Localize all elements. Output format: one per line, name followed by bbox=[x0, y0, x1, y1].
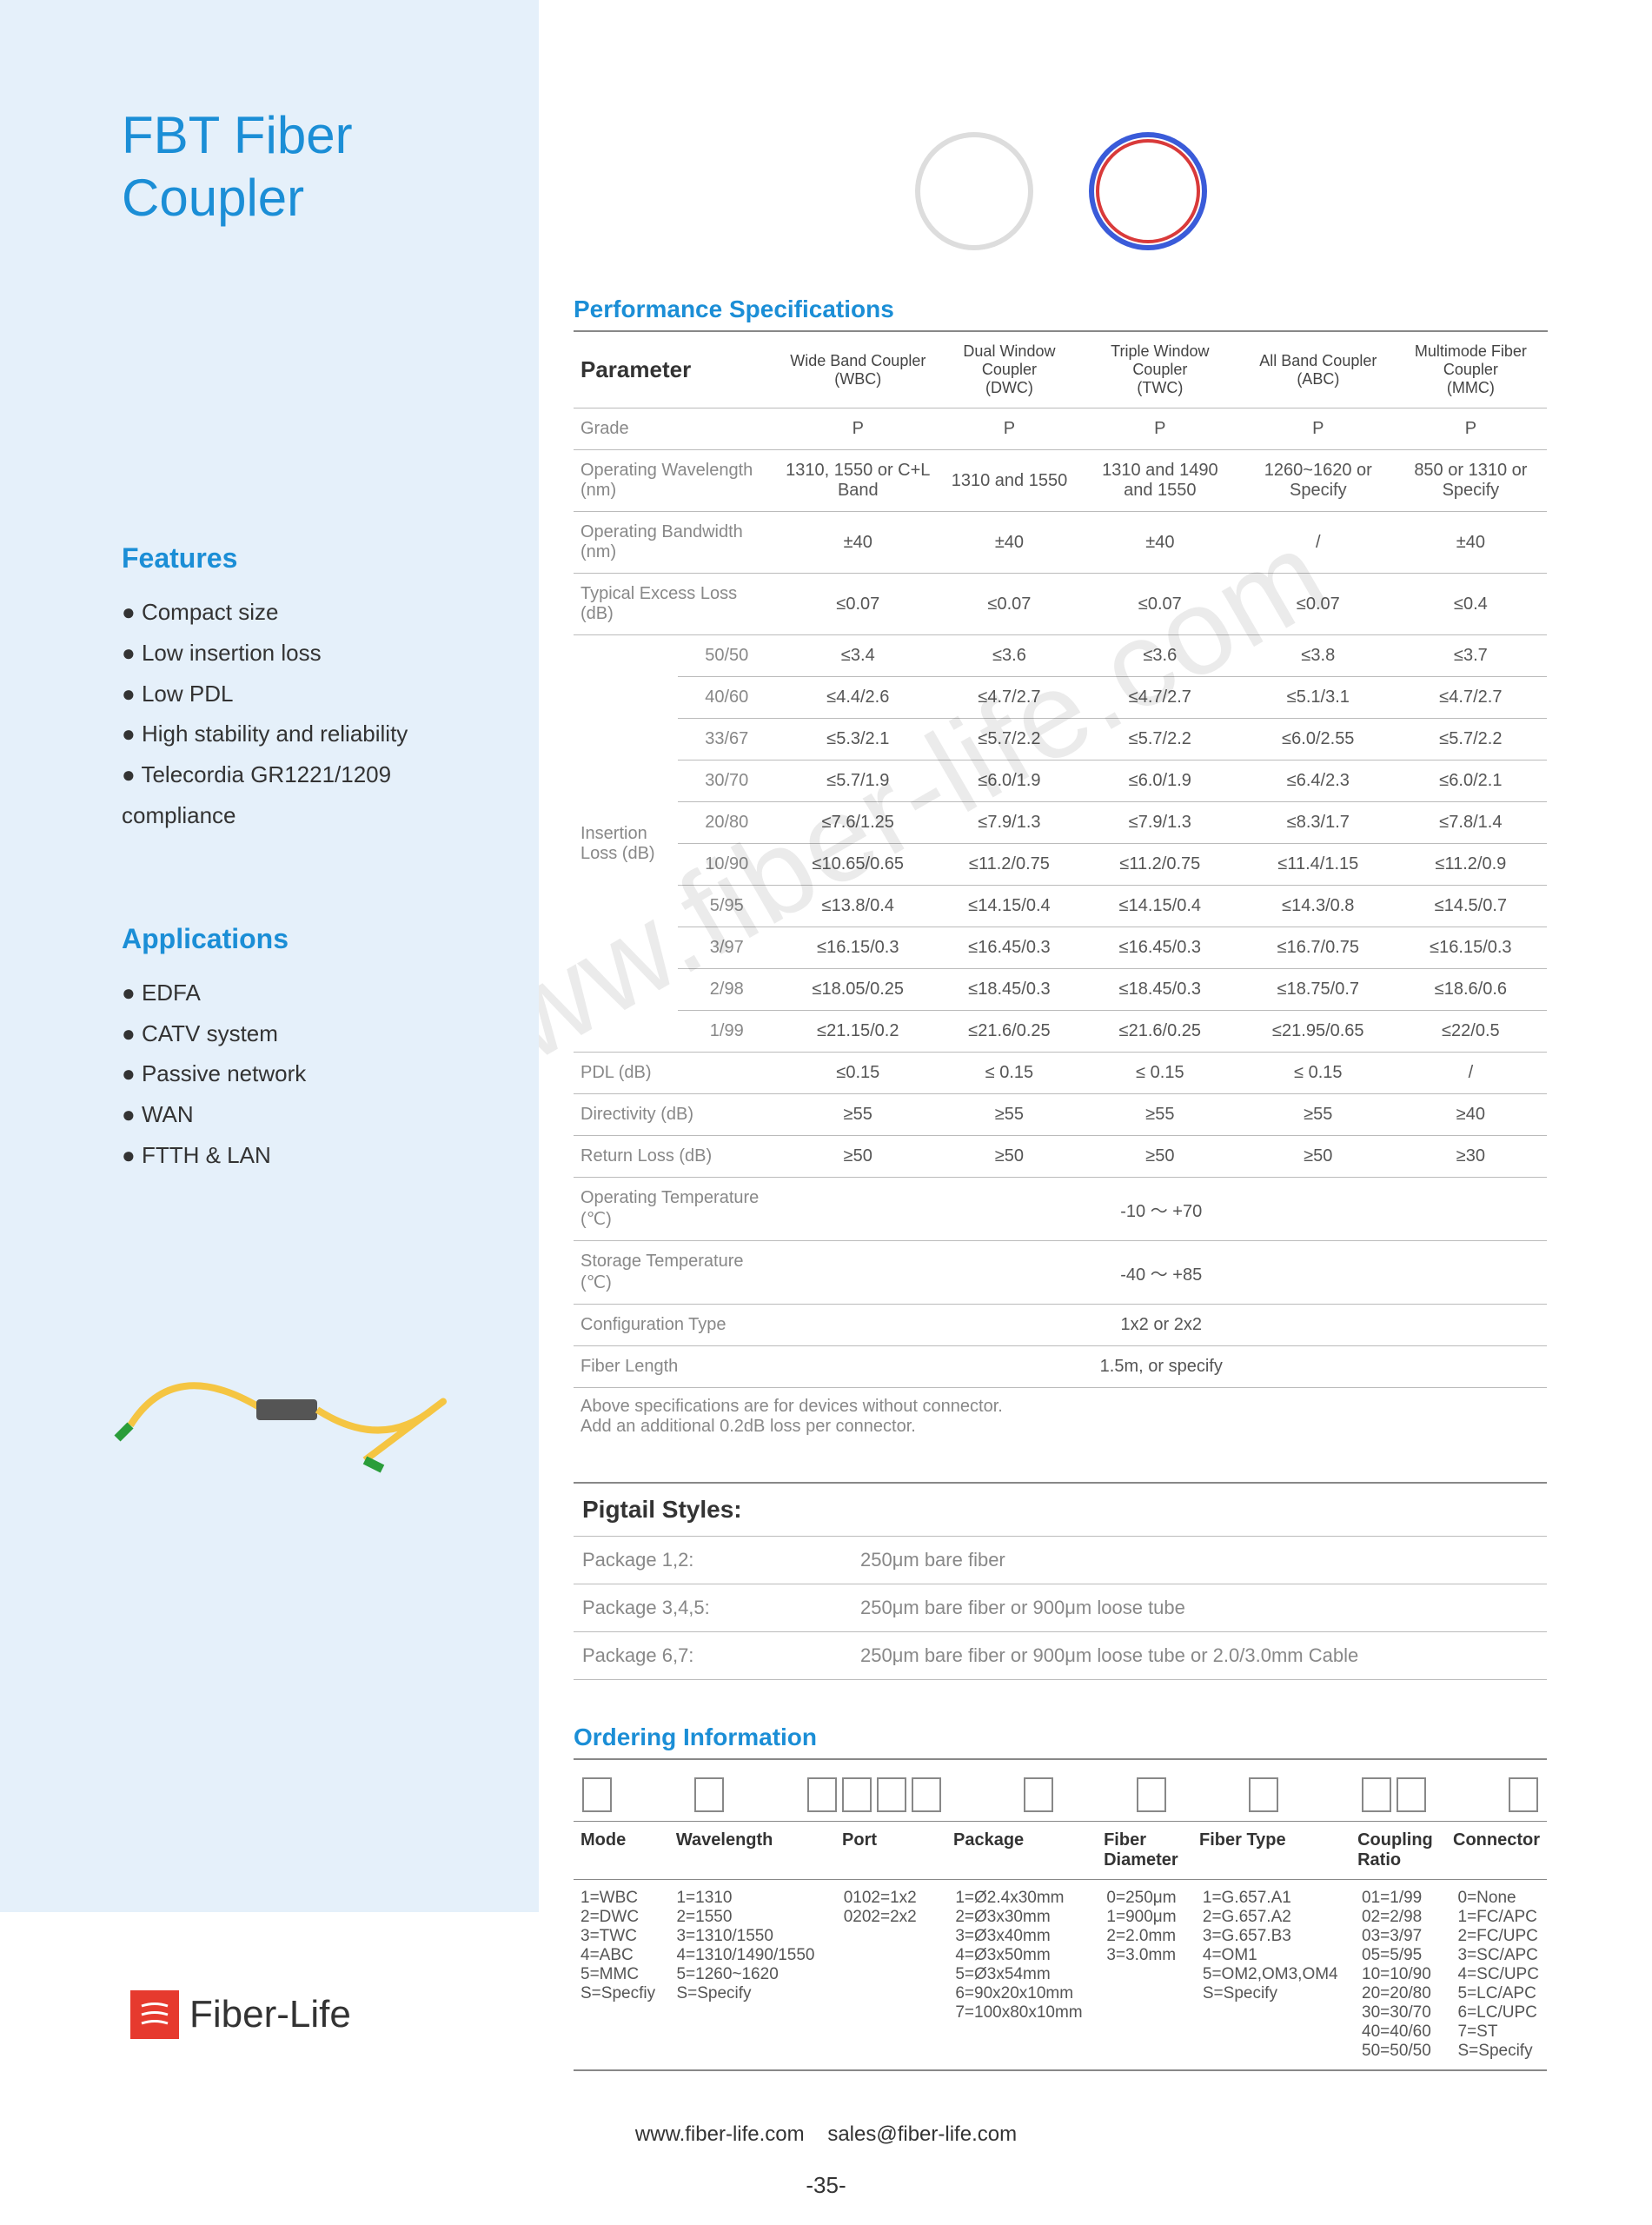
pigtail-section: Pigtail Styles: Package 1,2:250μm bare f… bbox=[574, 1482, 1547, 1680]
logo: Fiber-Life bbox=[130, 1990, 351, 2039]
table-row: 10/90≤10.65/0.65≤11.2/0.75≤11.2/0.75≤11.… bbox=[574, 844, 1547, 886]
order-body-row: 1=WBC 2=DWC 3=TWC 4=ABC 5=MMC S=Specfiy … bbox=[574, 1880, 1547, 2071]
list-item: Passive network bbox=[122, 1053, 487, 1094]
footer: www.fiber-life.com sales@fiber-life.com bbox=[0, 2122, 1652, 2147]
table-row: 40/60≤4.4/2.6≤4.7/2.7≤4.7/2.7≤5.1/3.1≤4.… bbox=[574, 677, 1547, 719]
table-row: Package 3,4,5:250μm bare fiber or 900μm … bbox=[574, 1584, 1547, 1632]
order-header-row: ModeWavelengthPortPackageFiber DiameterF… bbox=[574, 1821, 1547, 1880]
table-row: Operating Temperature (℃)-10 ～ +70 bbox=[574, 1178, 1547, 1241]
coupler-ring-icon bbox=[1078, 122, 1217, 261]
page-number: -35- bbox=[0, 2172, 1652, 2199]
performance-heading: Performance Specifications bbox=[574, 296, 1548, 332]
list-item: CATV system bbox=[122, 1013, 487, 1054]
table-row: Operating Wavelength (nm)1310, 1550 or C… bbox=[574, 450, 1547, 512]
table-row: 2/98≤18.05/0.25≤18.45/0.3≤18.45/0.3≤18.7… bbox=[574, 969, 1547, 1011]
applications-list: EDFA CATV system Passive network WAN FTT… bbox=[122, 973, 487, 1176]
ordering-heading: Ordering Information bbox=[574, 1724, 1547, 1758]
table-row: PDL (dB)≤0.15≤ 0.15≤ 0.15≤ 0.15/ bbox=[574, 1053, 1547, 1094]
list-item: EDFA bbox=[122, 973, 487, 1013]
list-item: WAN bbox=[122, 1094, 487, 1135]
table-row: Directivity (dB)≥55≥55≥55≥55≥40 bbox=[574, 1094, 1547, 1136]
logo-text: Fiber-Life bbox=[189, 1993, 351, 2036]
table-row: Package 6,7:250μm bare fiber or 900μm lo… bbox=[574, 1632, 1547, 1680]
product-image bbox=[104, 1338, 487, 1478]
col-header: Dual Window Coupler(DWC) bbox=[940, 332, 1078, 408]
list-item: Low insertion loss bbox=[122, 633, 487, 674]
features-heading: Features bbox=[122, 542, 487, 575]
list-item: Compact size bbox=[122, 592, 487, 633]
table-row: Configuration Type1x2 or 2x2 bbox=[574, 1305, 1547, 1346]
table-row: 33/67≤5.3/2.1≤5.7/2.2≤5.7/2.2≤6.0/2.55≤5… bbox=[574, 719, 1547, 760]
col-header: Triple Window Coupler(TWC) bbox=[1078, 332, 1242, 408]
table-row: Return Loss (dB)≥50≥50≥50≥50≥30 bbox=[574, 1136, 1547, 1178]
spec-note: Above specifications are for devices wit… bbox=[574, 1388, 1547, 1448]
table-row: Package 1,2:250μm bare fiber bbox=[574, 1537, 1547, 1584]
list-item: Telecordia GR1221/1209 compliance bbox=[122, 754, 487, 836]
page-title: FBT Fiber Coupler bbox=[122, 104, 487, 229]
order-code-boxes bbox=[574, 1758, 1547, 1821]
table-row: 20/80≤7.6/1.25≤7.9/1.3≤7.9/1.3≤8.3/1.7≤7… bbox=[574, 802, 1547, 844]
spec-table: Parameter Wide Band Coupler(WBC) Dual Wi… bbox=[574, 332, 1547, 1447]
sidebar: FBT Fiber Coupler Features Compact size … bbox=[0, 0, 539, 1912]
list-item: High stability and reliability bbox=[122, 714, 487, 754]
col-header: Wide Band Coupler(WBC) bbox=[776, 332, 941, 408]
features-list: Compact size Low insertion loss Low PDL … bbox=[122, 592, 487, 836]
applications-heading: Applications bbox=[122, 923, 487, 955]
parameter-header: Parameter bbox=[574, 332, 776, 408]
pigtail-heading: Pigtail Styles: bbox=[574, 1482, 1547, 1537]
list-item: Low PDL bbox=[122, 674, 487, 714]
table-row: 30/70≤5.7/1.9≤6.0/1.9≤6.0/1.9≤6.4/2.3≤6.… bbox=[574, 760, 1547, 802]
table-row: Operating Bandwidth (nm)±40±40±40/±40 bbox=[574, 512, 1547, 574]
ordering-section: Ordering Information ModeWavelengthPortP… bbox=[574, 1724, 1547, 2071]
table-row: 1/99≤21.15/0.2≤21.6/0.25≤21.6/0.25≤21.95… bbox=[574, 1011, 1547, 1053]
col-header: All Band Coupler(ABC) bbox=[1242, 332, 1395, 408]
list-item: FTTH & LAN bbox=[122, 1135, 487, 1176]
table-row: GradePPPPP bbox=[574, 408, 1547, 450]
col-header: Multimode Fiber Coupler(MMC) bbox=[1395, 332, 1547, 408]
top-product-images bbox=[574, 104, 1548, 278]
table-row: Storage Temperature (℃)-40 ～ +85 bbox=[574, 1241, 1547, 1305]
table-row: Fiber Length1.5m, or specify bbox=[574, 1346, 1547, 1388]
table-row: Typical Excess Loss (dB)≤0.07≤0.07≤0.07≤… bbox=[574, 574, 1547, 635]
logo-icon bbox=[130, 1990, 179, 2039]
table-row: 3/97≤16.15/0.3≤16.45/0.3≤16.45/0.3≤16.7/… bbox=[574, 927, 1547, 969]
table-row: Insertion Loss (dB)50/50≤3.4≤3.6≤3.6≤3.8… bbox=[574, 635, 1547, 677]
coupler-ring-icon bbox=[905, 122, 1044, 261]
table-row: 5/95≤13.8/0.4≤14.15/0.4≤14.15/0.4≤14.3/0… bbox=[574, 886, 1547, 927]
main-content: Performance Specifications Parameter Wid… bbox=[574, 52, 1548, 2071]
